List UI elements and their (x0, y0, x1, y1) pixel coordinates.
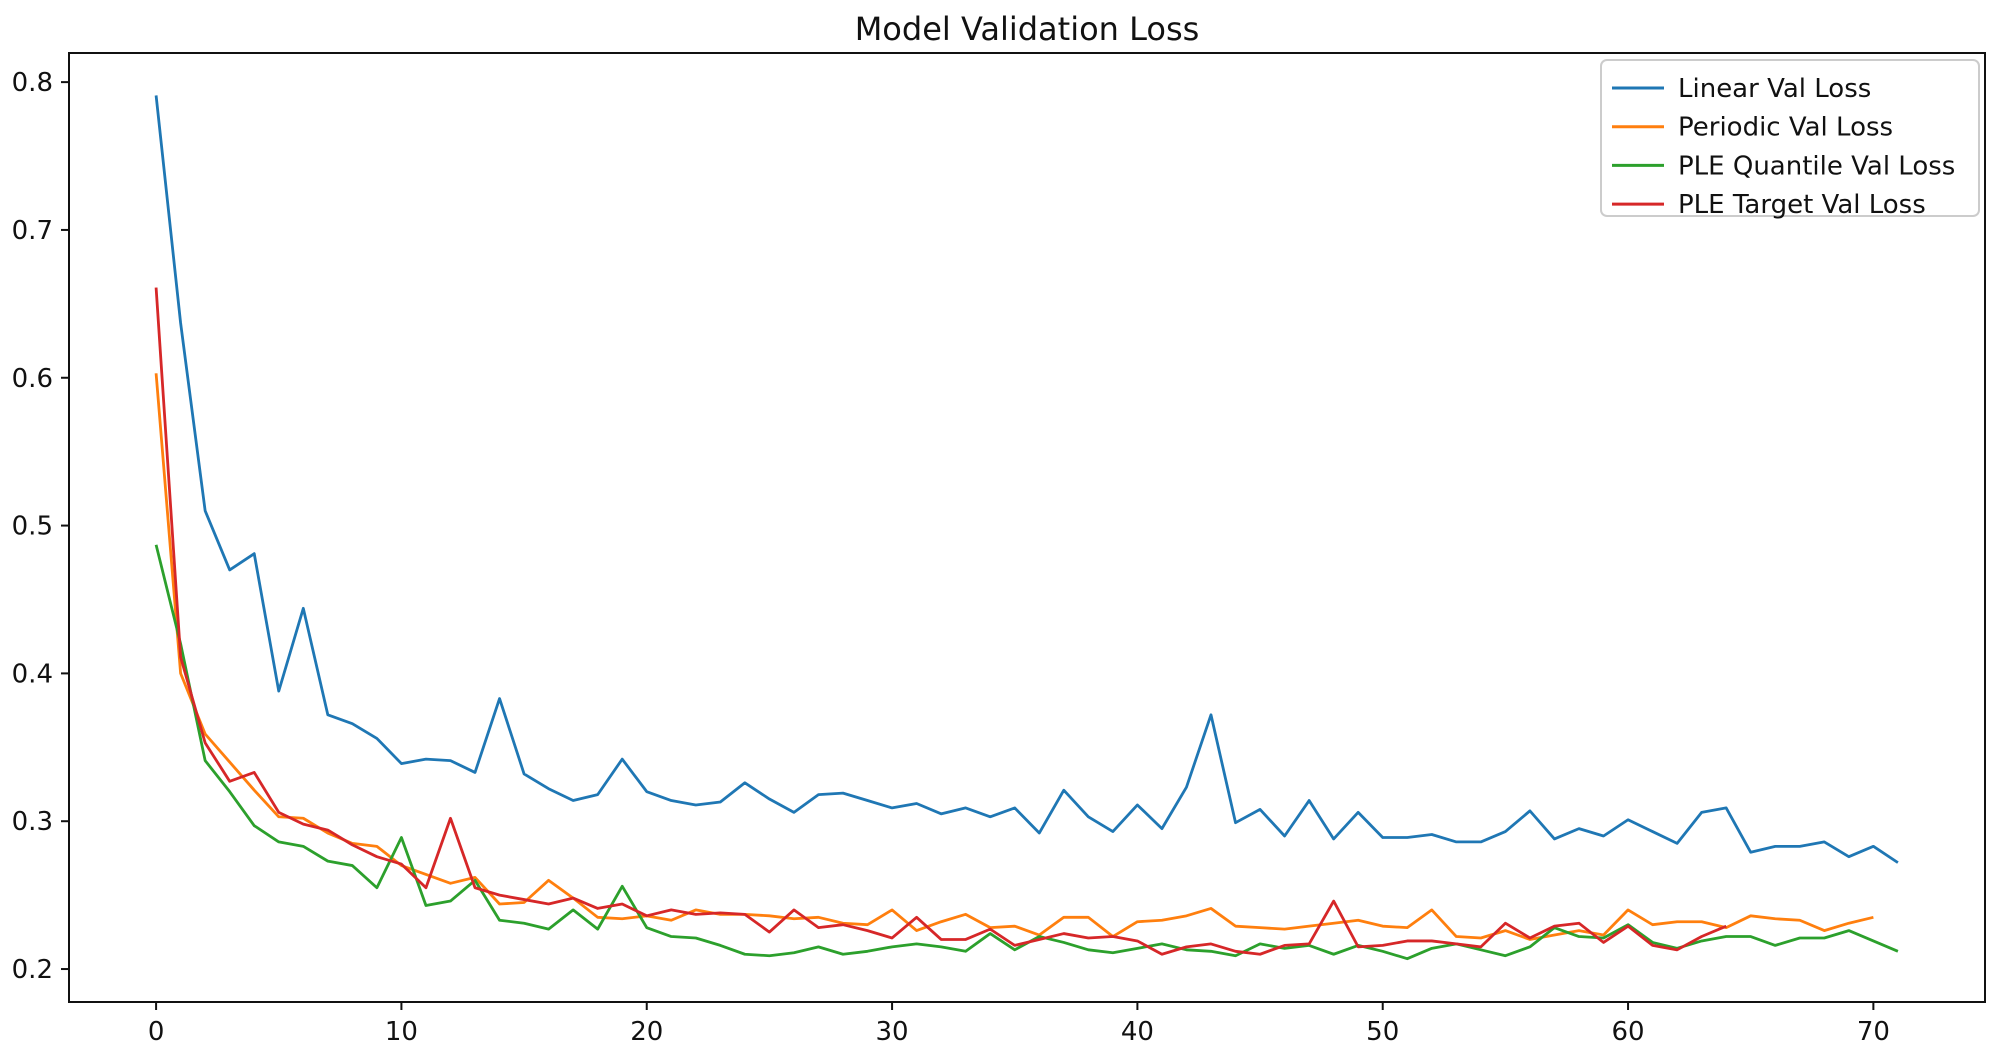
series-line-3 (154, 287, 1727, 956)
x-tick-label: 30 (876, 1017, 909, 1047)
y-tick-label: 0.7 (12, 216, 53, 246)
x-tick-label: 10 (385, 1017, 418, 1047)
axes-spines (68, 52, 1986, 1003)
y-tick-label: 0.3 (12, 807, 53, 837)
legend-label: PLE Target Val Loss (1678, 190, 1926, 220)
series-line-0 (154, 95, 1899, 864)
x-tick-label: 50 (1366, 1017, 1399, 1047)
x-tick-label: 70 (1857, 1017, 1890, 1047)
series-line-2 (154, 544, 1899, 961)
axes: 0 10 20 30 40 50 60 70 0.2 0.3 0.4 0.5 0.6 0.7 0.8 (12, 52, 1986, 1047)
legend-label: Linear Val Loss (1678, 74, 1871, 104)
plot-area (154, 95, 1899, 961)
y-tick-label: 0.5 (12, 512, 53, 542)
legend-label: PLE Quantile Val Loss (1678, 151, 1955, 181)
x-tick-label: 40 (1121, 1017, 1154, 1047)
series-line-1 (154, 373, 1874, 941)
legend-label: Periodic Val Loss (1678, 113, 1893, 143)
x-tick-label: 20 (630, 1017, 663, 1047)
y-tick-label: 0.4 (12, 659, 53, 689)
x-tick-label: 60 (1612, 1017, 1645, 1047)
legend: Linear Val Loss Periodic Val Loss PLE Quan… (1600, 59, 1980, 220)
legend-box (1600, 59, 1980, 217)
y-tick-label: 0.6 (12, 364, 53, 394)
x-tick-label: 0 (148, 1017, 165, 1047)
chart-title: Model Validation Loss (855, 10, 1200, 48)
y-tick-label: 0.8 (12, 68, 53, 98)
y-tick-label: 0.2 (12, 955, 53, 985)
